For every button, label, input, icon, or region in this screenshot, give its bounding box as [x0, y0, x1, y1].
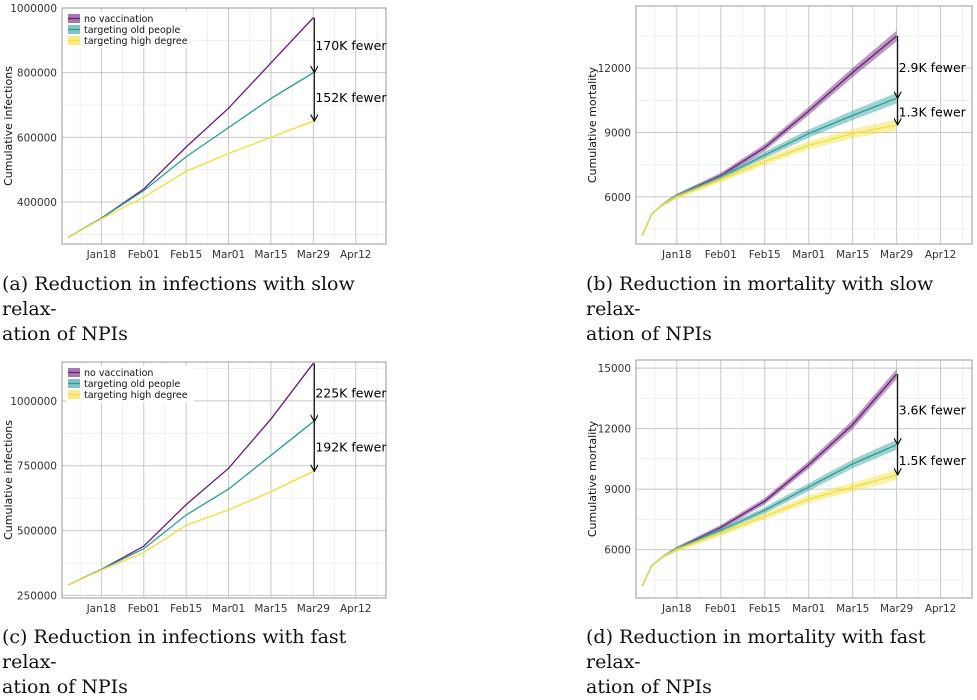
x-tick-label: Feb01 [128, 603, 160, 615]
x-tick-label: Mar01 [792, 603, 825, 615]
series-band [642, 369, 897, 586]
series-line [641, 97, 897, 236]
caption-a: (a) Reduction in infections with slow re… [2, 273, 355, 345]
x-tick-label: Apr12 [340, 603, 372, 615]
x-tick-label: Apr12 [925, 603, 957, 615]
annotation-label: 152K fewer [315, 90, 387, 105]
figure-canvas: Jan18 Feb01 Feb15 Mar01 Mar15 Mar29 Apr12 40000… [2, 3, 973, 615]
x-tick-label: Feb01 [705, 249, 737, 261]
y-axis-label: Cumulative infections [2, 66, 15, 186]
caption-b: (b) Reduction in mortality with slow rel… [586, 273, 934, 345]
y-tick-label: 9000 [604, 128, 631, 140]
caption-c: (c) Reduction in infections with fast re… [2, 626, 347, 698]
y-tick-label: 250000 [17, 590, 57, 602]
x-tick-label: Feb01 [128, 249, 160, 261]
legend-label: no vaccination [84, 14, 153, 25]
series-band [68, 420, 314, 586]
y-tick-label: 600000 [17, 132, 57, 144]
series-band [68, 16, 314, 238]
y-tick-label: 500000 [17, 526, 57, 538]
x-tick-label: Mar01 [212, 603, 245, 615]
legend-box [66, 366, 194, 402]
y-tick-label: 9000 [604, 484, 631, 496]
y-tick-label: 1000000 [10, 396, 57, 408]
annotation-label: 1.3K fewer [899, 105, 967, 120]
x-tick-label: Apr12 [340, 249, 372, 261]
legend-label: targeting high degree [84, 390, 188, 401]
x-tick-label: Mar29 [297, 249, 330, 261]
series-band [642, 92, 897, 236]
series-band [68, 470, 314, 586]
y-tick-label: 12000 [598, 424, 631, 436]
x-tick-label: Mar15 [254, 249, 287, 261]
panel-border [61, 7, 387, 245]
annotation-label: 1.5K fewer [899, 453, 967, 468]
y-tick-label: 400000 [17, 197, 57, 209]
x-tick-label: Mar15 [836, 249, 869, 261]
y-tick-label: 1000000 [10, 3, 57, 15]
x-tick-label: Feb15 [170, 249, 202, 261]
series-band [642, 469, 897, 586]
caption-d: (d) Reduction in mortality with fast rel… [586, 626, 926, 698]
x-tick-label: Mar01 [792, 249, 825, 261]
series-line [641, 124, 897, 236]
legend-label: targeting old people [84, 25, 180, 36]
annotation-label: 225K fewer [315, 385, 387, 400]
x-tick-label: Apr12 [925, 249, 957, 261]
y-tick-label: 6000 [604, 192, 631, 204]
panel-border [61, 361, 387, 599]
y-tick-label: 12000 [598, 63, 631, 75]
x-tick-label: Jan18 [661, 603, 692, 615]
chart-panel-a: Jan18 Feb01 Feb15 Mar01 Mar15 Mar29 Apr12 40000… [2, 3, 387, 261]
x-tick-label: Mar15 [254, 603, 287, 615]
series-band [642, 439, 897, 586]
chart-panel-b: Jan18 Feb01 Feb15 Mar01 Mar15 Mar29 Apr12 6000 9… [586, 5, 973, 261]
legend-label: targeting old people [84, 379, 180, 390]
chart-panel-c: Jan18 Feb01 Feb15 Mar01 Mar15 Mar29 Apr12 25000… [2, 361, 387, 615]
legend-box [66, 12, 194, 48]
y-tick-label: 6000 [604, 545, 631, 557]
y-axis-label: Cumulative mortality [586, 420, 599, 537]
x-tick-label: Feb15 [749, 603, 781, 615]
annotation-label: 192K fewer [315, 440, 387, 455]
series-band [68, 71, 314, 238]
panel-border [635, 5, 973, 245]
x-tick-label: Jan18 [86, 249, 117, 261]
annotation-label: 3.6K fewer [899, 402, 967, 417]
x-tick-label: Jan18 [86, 603, 117, 615]
annotation-label: 170K fewer [315, 38, 387, 53]
series-line [67, 470, 314, 586]
y-tick-label: 750000 [17, 461, 57, 473]
annotation-label: 2.9K fewer [899, 60, 967, 75]
x-tick-label: Feb01 [705, 603, 737, 615]
chart-panel-d: Jan18 Feb01 Feb15 Mar01 Mar15 Mar29 Apr12 6000 9… [586, 359, 973, 615]
y-axis-label: Cumulative infections [2, 420, 15, 540]
panel-border [635, 359, 973, 599]
series-line [67, 120, 314, 239]
series-line [67, 17, 314, 239]
x-tick-label: Mar29 [297, 603, 330, 615]
legend-label: no vaccination [84, 368, 153, 379]
series-line [67, 421, 314, 586]
y-tick-label: 800000 [17, 68, 57, 80]
x-tick-label: Mar01 [212, 249, 245, 261]
x-tick-label: Mar29 [880, 603, 913, 615]
series-line [67, 72, 314, 239]
x-tick-label: Mar15 [836, 603, 869, 615]
x-tick-label: Feb15 [749, 249, 781, 261]
x-tick-label: Jan18 [661, 249, 692, 261]
x-tick-label: Mar29 [880, 249, 913, 261]
series-line [641, 373, 898, 587]
legend-label: targeting high degree [84, 36, 188, 47]
y-axis-label: Cumulative mortality [586, 66, 599, 183]
series-band [642, 119, 897, 236]
y-tick-label: 15000 [598, 363, 631, 375]
series-line [641, 474, 897, 587]
x-tick-label: Feb15 [170, 603, 202, 615]
